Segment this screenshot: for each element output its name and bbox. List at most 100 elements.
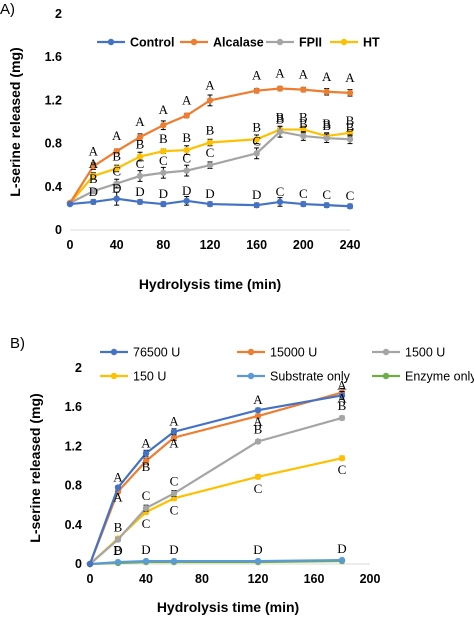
x-tick-label: 200 [360, 572, 381, 586]
data-point [253, 201, 260, 209]
significance-letter: C [142, 516, 151, 531]
data-point [136, 133, 144, 141]
data-point [86, 560, 94, 568]
data-point [276, 198, 284, 206]
y-tick-label: 1.6 [45, 50, 62, 64]
significance-letter: C [299, 186, 308, 201]
data-point [346, 136, 354, 143]
data-point [206, 162, 214, 169]
legend-swatch-marker [340, 38, 348, 46]
significance-letter: C [322, 187, 331, 202]
significance-letter: D [253, 542, 262, 557]
significance-letter: C [159, 153, 168, 168]
legend-entry: 15000 U [237, 346, 317, 360]
data-point [66, 200, 74, 208]
significance-letter: D [135, 184, 144, 199]
significance-letter: A [205, 77, 215, 92]
legend-entry: 150 U [100, 370, 166, 384]
significance-letter: B [346, 113, 355, 128]
data-point [253, 150, 260, 157]
legend-swatch-marker [382, 372, 390, 380]
data-point [136, 198, 144, 206]
panel-a-axes: 0 0.4 0.8 1.2 1.6 2 0 40 80 120 160 200 240 [45, 7, 361, 252]
legend-swatch-marker [247, 348, 255, 356]
significance-letter: A [337, 377, 347, 392]
significance-letter: A [113, 470, 123, 485]
significance-letter: B [254, 422, 263, 437]
significance-letter: A [345, 70, 355, 85]
legend-label: FPII [299, 36, 322, 50]
data-point [206, 139, 214, 146]
data-point [90, 187, 97, 195]
legend-label: Substrate only [270, 370, 351, 384]
data-point [160, 200, 167, 208]
data-point [346, 129, 354, 136]
y-tick-label: 2 [55, 7, 62, 21]
significance-letter: D [169, 542, 178, 557]
series-1500-u [86, 414, 346, 568]
series-line [88, 391, 343, 565]
series-line [69, 128, 351, 204]
significance-letter: D [252, 187, 261, 202]
data-point [323, 135, 330, 142]
significance-letter: A [275, 66, 285, 81]
data-point [142, 450, 150, 457]
significance-letter: B [252, 119, 261, 134]
significance-letter: A [253, 414, 263, 429]
significance-letter: B [346, 119, 355, 134]
legend-swatch-marker [107, 38, 115, 46]
data-point [338, 454, 346, 462]
significance-letter: C [170, 502, 179, 517]
legend-swatch-marker [110, 372, 118, 380]
series-150-u [86, 454, 346, 568]
significance-letter: C [112, 164, 121, 179]
legend-entry: HT [330, 36, 380, 50]
data-point [160, 169, 167, 176]
data-point [113, 147, 120, 155]
significance-letter: C [142, 488, 151, 503]
x-tick-label: 120 [248, 572, 269, 586]
significance-letter: B [338, 398, 347, 413]
series-line [89, 558, 343, 566]
data-point [142, 504, 150, 512]
panel-a-x-axis-title: Hydrolysis time (min) [139, 276, 281, 292]
legend-label: Enzyme only [405, 370, 474, 384]
x-tick-label: 160 [246, 238, 267, 252]
legend-swatch-marker [190, 38, 198, 46]
data-point [206, 97, 214, 104]
y-tick-label: 1.2 [45, 93, 62, 107]
y-tick-label: 0.8 [65, 479, 82, 493]
data-point [160, 147, 167, 155]
data-point [142, 557, 150, 565]
significance-letter: A [89, 156, 99, 171]
significance-letter: A [112, 128, 122, 143]
significance-letter: D [113, 543, 122, 558]
y-tick-label: 1.6 [65, 400, 82, 414]
significance-letter: B [112, 148, 121, 163]
legend-label: 76500 U [133, 346, 180, 360]
significance-letter: B [142, 459, 151, 474]
series-line [69, 87, 351, 204]
x-tick-label: 0 [67, 238, 74, 252]
significance-letter: A [89, 143, 99, 158]
data-point [206, 200, 214, 208]
data-point [114, 558, 122, 566]
data-point [254, 557, 262, 565]
legend-swatch-marker [247, 372, 255, 380]
legend-entry: 76500 U [100, 346, 180, 360]
y-tick-label: 0 [55, 223, 62, 237]
y-tick-label: 0 [75, 557, 82, 571]
panel-b-axes: 0 0.4 0.8 1.2 1.6 2 0 40 80 120 160 200 [65, 361, 381, 586]
panel-b-legend: 76500 U 15000 U 1500 U 150 U Substrate only E… [100, 346, 474, 384]
significance-letter: A [169, 414, 179, 429]
significance-letter: D [159, 186, 168, 201]
significance-letter: C [346, 188, 355, 203]
y-tick-label: 0.8 [45, 137, 62, 151]
legend-entry: Enzyme only [372, 370, 474, 384]
x-tick-label: 40 [110, 238, 124, 252]
data-point [323, 201, 330, 209]
data-point [90, 198, 97, 206]
data-point [254, 438, 262, 445]
